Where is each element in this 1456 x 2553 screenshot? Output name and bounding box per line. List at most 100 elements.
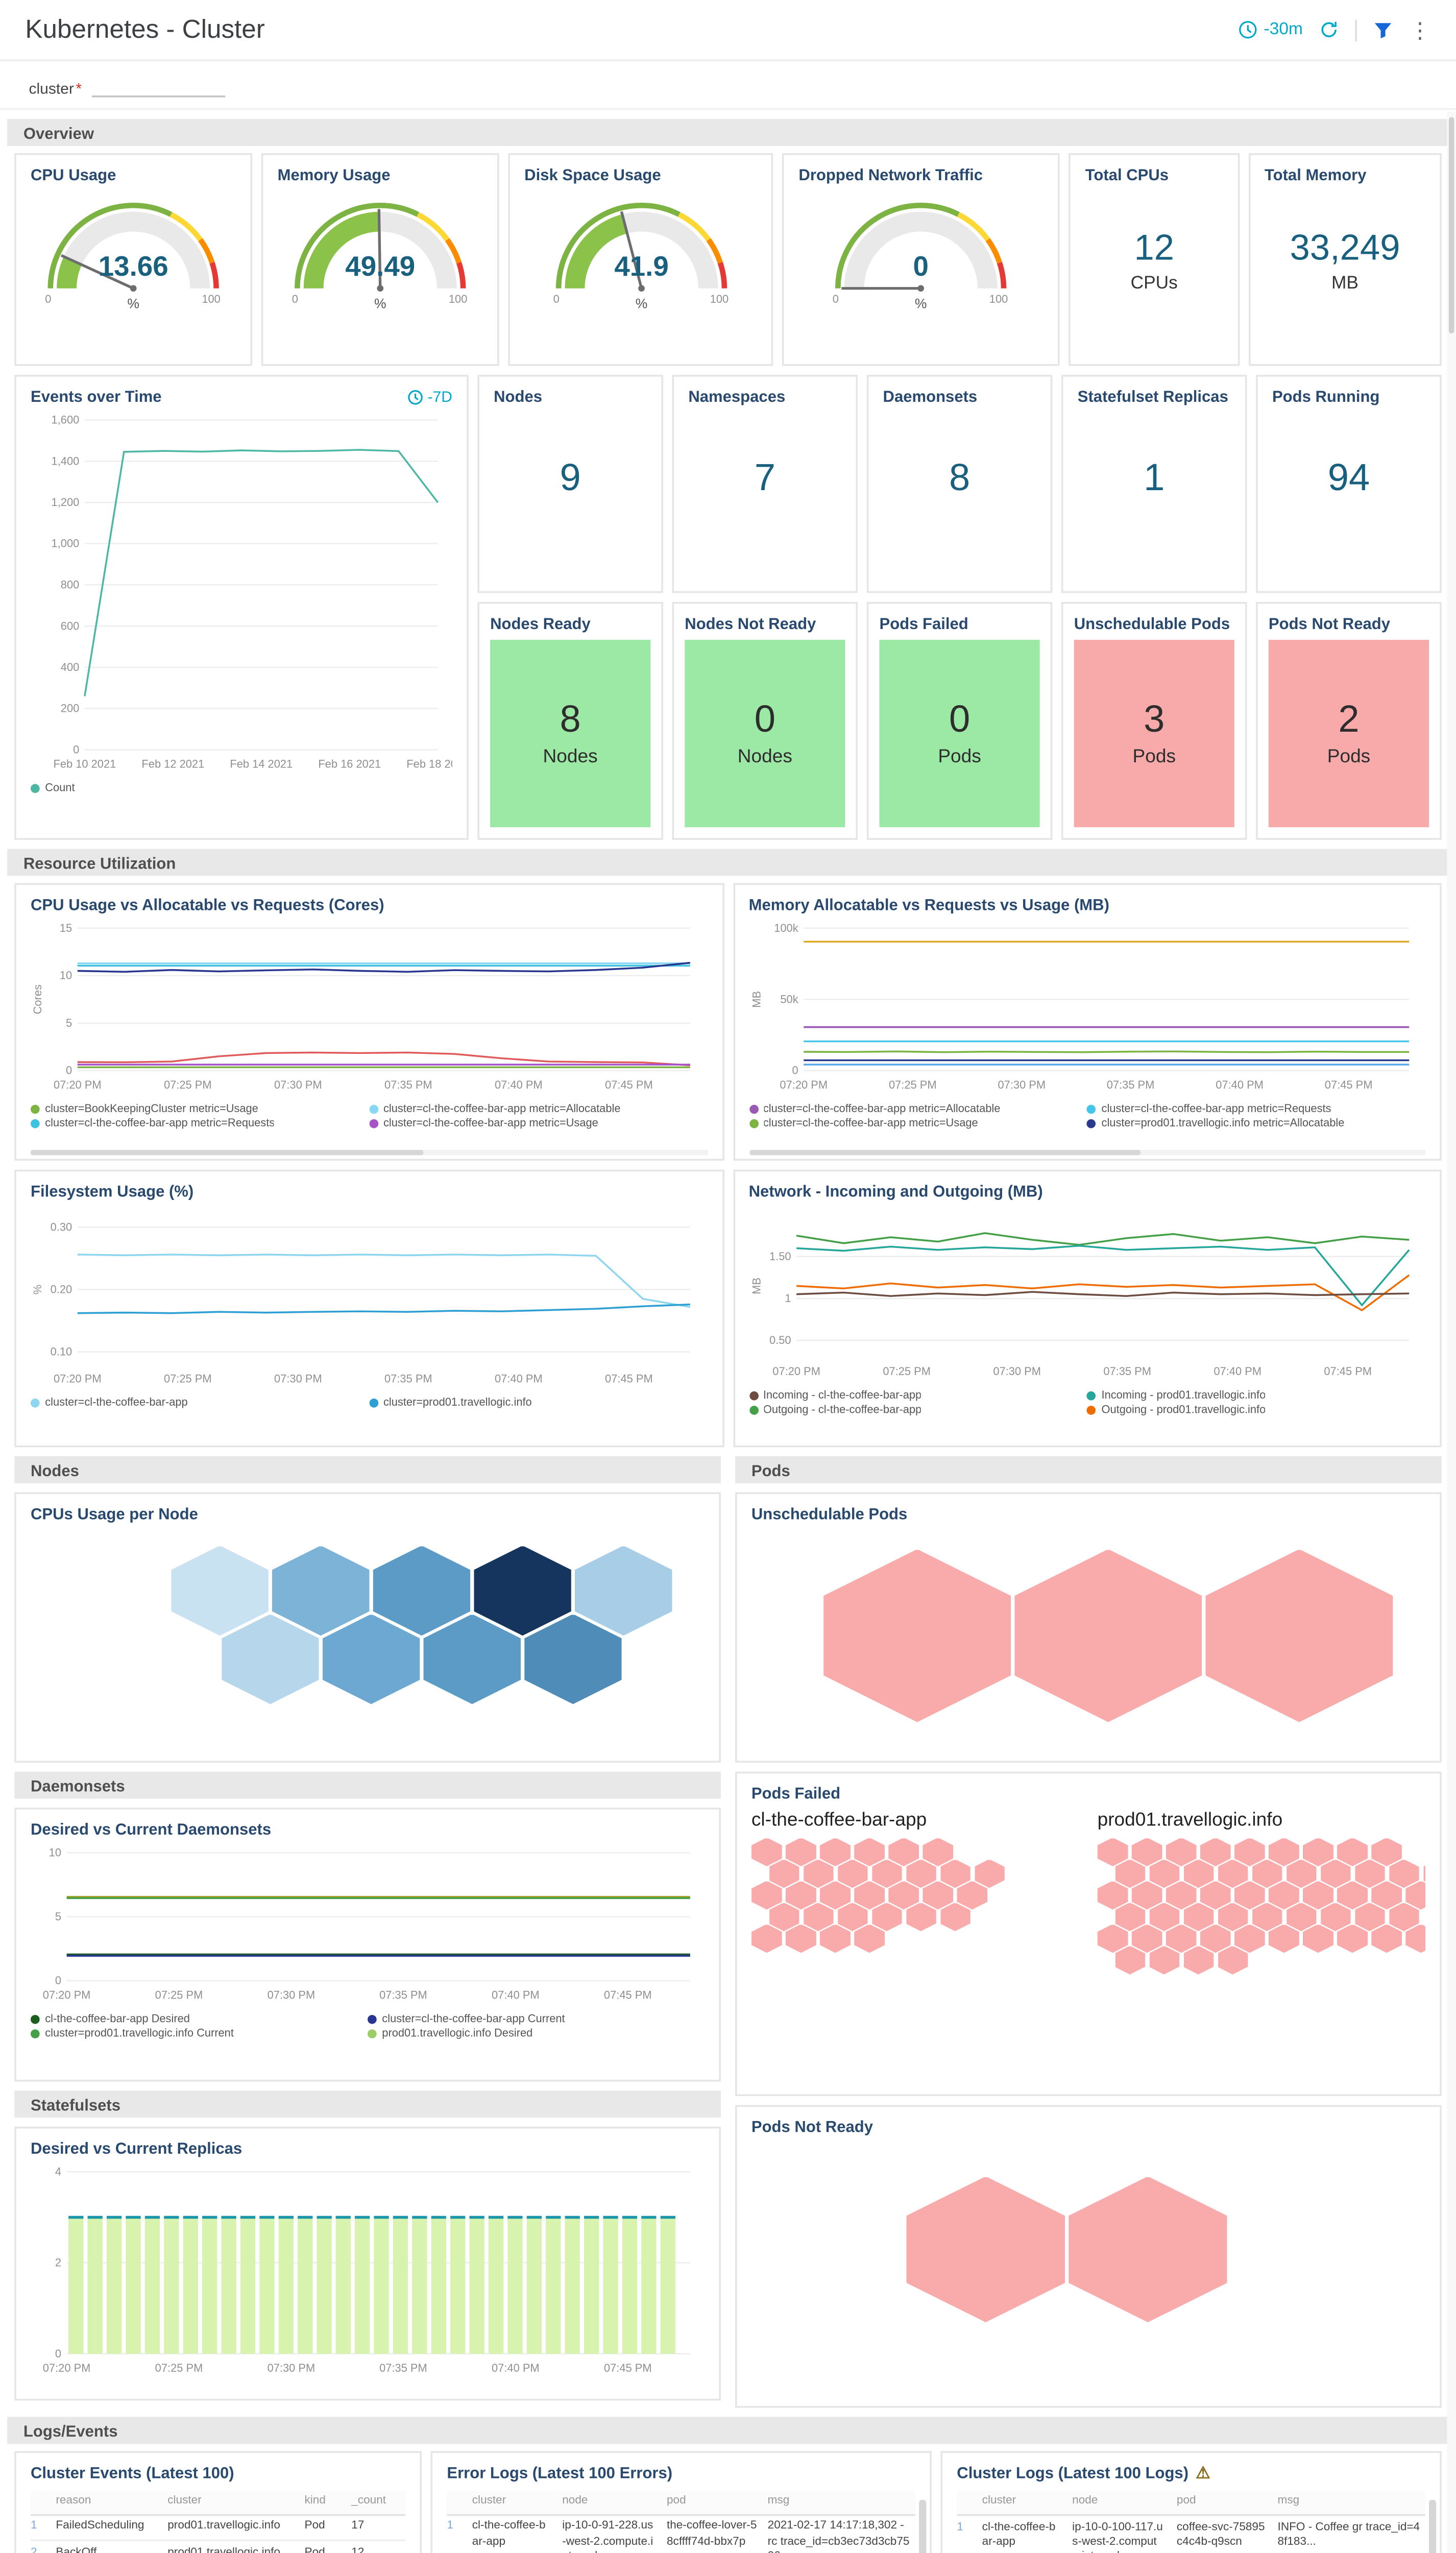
hexagon[interactable]	[1114, 1859, 1146, 1888]
hexagon[interactable]	[1302, 1924, 1333, 1953]
hexagon[interactable]	[888, 1881, 919, 1910]
hexagon[interactable]	[751, 1837, 782, 1867]
hexagon[interactable]	[820, 1881, 851, 1910]
time-range-button[interactable]: -30m	[1239, 20, 1303, 40]
hexagon[interactable]	[524, 1614, 622, 1704]
hexagon[interactable]	[1234, 1837, 1265, 1867]
hexagon[interactable]	[1268, 1837, 1299, 1867]
hexagon[interactable]	[785, 1881, 816, 1910]
hexagon[interactable]	[1251, 1859, 1282, 1888]
legend-item[interactable]: Outgoing - cl-the-coffee-bar-app	[748, 1404, 1087, 1417]
page-scrollbar[interactable]	[1447, 111, 1456, 2553]
legend-item[interactable]: cluster=cl-the-coffee-bar-app	[31, 1396, 369, 1409]
hexagon[interactable]	[768, 1859, 799, 1888]
hexagon[interactable]	[1234, 1881, 1265, 1910]
hexagon[interactable]	[1354, 1902, 1385, 1932]
column-header[interactable]: pod	[666, 2494, 686, 2507]
filter-button[interactable]	[1373, 20, 1393, 40]
legend-item[interactable]: cluster=cl-the-coffee-bar-app Current	[368, 2012, 705, 2025]
hexagon[interactable]	[974, 1859, 1005, 1888]
hexagon[interactable]	[1200, 1881, 1231, 1910]
hexagon[interactable]	[1149, 1945, 1180, 1974]
hexagon[interactable]	[1217, 1945, 1248, 1974]
hexagon[interactable]	[272, 1545, 370, 1636]
hexagon[interactable]	[854, 1881, 885, 1910]
hexagon[interactable]	[1234, 1924, 1265, 1953]
hexagon[interactable]	[923, 1837, 954, 1867]
hexagon[interactable]	[1388, 1902, 1419, 1932]
status-badge[interactable]: 2 Pods	[1268, 639, 1429, 828]
legend-item[interactable]: cluster=cl-the-coffee-bar-app metric=Usa…	[748, 1118, 1087, 1130]
hexagon[interactable]	[905, 1902, 936, 1932]
status-badge[interactable]: 3 Pods	[1074, 639, 1234, 828]
status-badge[interactable]: 8 Nodes	[490, 639, 651, 828]
legend-item[interactable]: Count	[31, 781, 82, 794]
status-badge[interactable]: 0 Pods	[879, 639, 1040, 828]
hexagon[interactable]	[1371, 1924, 1402, 1953]
hexagon[interactable]	[1166, 1924, 1197, 1953]
hexagon[interactable]	[474, 1545, 571, 1636]
hexagon[interactable]	[1069, 2176, 1227, 2323]
hexagon[interactable]	[1337, 1837, 1368, 1867]
more-options-button[interactable]: ⋮	[1409, 17, 1431, 42]
hexagon[interactable]	[1302, 1881, 1333, 1910]
column-header[interactable]: msg	[767, 2494, 790, 2507]
hexagon[interactable]	[820, 1924, 851, 1953]
hexagon[interactable]	[1183, 1945, 1214, 1974]
hexagon[interactable]	[1097, 1881, 1128, 1910]
hexagon[interactable]	[1131, 1837, 1162, 1867]
hexagon[interactable]	[1217, 1902, 1248, 1932]
hexagon[interactable]	[1371, 1837, 1402, 1867]
horizontal-scrollbar[interactable]	[31, 1149, 708, 1155]
column-header[interactable]: _count	[351, 2494, 386, 2507]
hexagon[interactable]	[785, 1924, 816, 1953]
legend-item[interactable]: Incoming - cl-the-coffee-bar-app	[748, 1389, 1087, 1402]
hexagon[interactable]	[1285, 1902, 1317, 1932]
hexagon[interactable]	[322, 1614, 420, 1704]
hexagon[interactable]	[1131, 1881, 1162, 1910]
hexagon[interactable]	[1268, 1924, 1299, 1953]
legend-item[interactable]: cluster=prod01.travellogic.info metric=A…	[1087, 1118, 1425, 1130]
column-header[interactable]: kind	[304, 2494, 326, 2507]
hexagon[interactable]	[1097, 1837, 1128, 1867]
legend-item[interactable]: Outgoing - prod01.travellogic.info	[1087, 1404, 1425, 1417]
column-header[interactable]: node	[1072, 2495, 1098, 2508]
hexagon[interactable]	[423, 1614, 521, 1704]
hexagon[interactable]	[957, 1881, 988, 1910]
hexagon[interactable]	[574, 1545, 672, 1636]
table-row[interactable]: 1 cl-the-coffee-bar-app ip-10-0-91-228.us-…	[447, 2516, 915, 2553]
refresh-button[interactable]	[1319, 20, 1339, 40]
legend-item[interactable]: cluster=cl-the-coffee-bar-app metric=All…	[369, 1102, 708, 1115]
legend-item[interactable]: cluster=prod01.travellogic.info Current	[31, 2028, 368, 2040]
column-header[interactable]: pod	[1176, 2495, 1196, 2508]
hexagon[interactable]	[1268, 1881, 1299, 1910]
hexagon[interactable]	[1285, 1859, 1317, 1888]
hexagon[interactable]	[1114, 1945, 1146, 1974]
hexagon[interactable]	[1200, 1837, 1231, 1867]
legend-item[interactable]: cluster=BookKeepingCluster metric=Usage	[31, 1102, 369, 1115]
hexagon[interactable]	[1166, 1837, 1197, 1867]
hexagon[interactable]	[837, 1902, 868, 1932]
hexagon[interactable]	[1166, 1881, 1197, 1910]
hexagon[interactable]	[373, 1545, 471, 1636]
panel-time-range-chip[interactable]: -7D	[408, 388, 452, 406]
hexagon[interactable]	[1371, 1881, 1402, 1910]
horizontal-scrollbar[interactable]	[748, 1149, 1425, 1155]
hexagon[interactable]	[1422, 1859, 1425, 1888]
hexagon[interactable]	[1149, 1902, 1180, 1932]
hexagon[interactable]	[1217, 1859, 1248, 1888]
hexagon[interactable]	[923, 1881, 954, 1910]
hexagon[interactable]	[803, 1859, 834, 1888]
hexagon[interactable]	[1183, 1902, 1214, 1932]
legend-item[interactable]: cluster=cl-the-coffee-bar-app metric=Usa…	[369, 1118, 708, 1130]
legend-item[interactable]: cluster=cl-the-coffee-bar-app metric=Req…	[31, 1118, 369, 1130]
column-header[interactable]: cluster	[167, 2494, 202, 2507]
hexagon[interactable]	[1337, 1924, 1368, 1953]
hexagon[interactable]	[751, 1924, 782, 1953]
column-header[interactable]: msg	[1277, 2495, 1300, 2508]
hexagon[interactable]	[1183, 1859, 1214, 1888]
hexagon[interactable]	[768, 1902, 799, 1932]
column-header[interactable]: cluster	[472, 2494, 506, 2507]
table-row[interactable]: 1 FailedScheduling prod01.travellogic.info…	[31, 2516, 406, 2542]
hexagon[interactable]	[939, 1902, 970, 1932]
